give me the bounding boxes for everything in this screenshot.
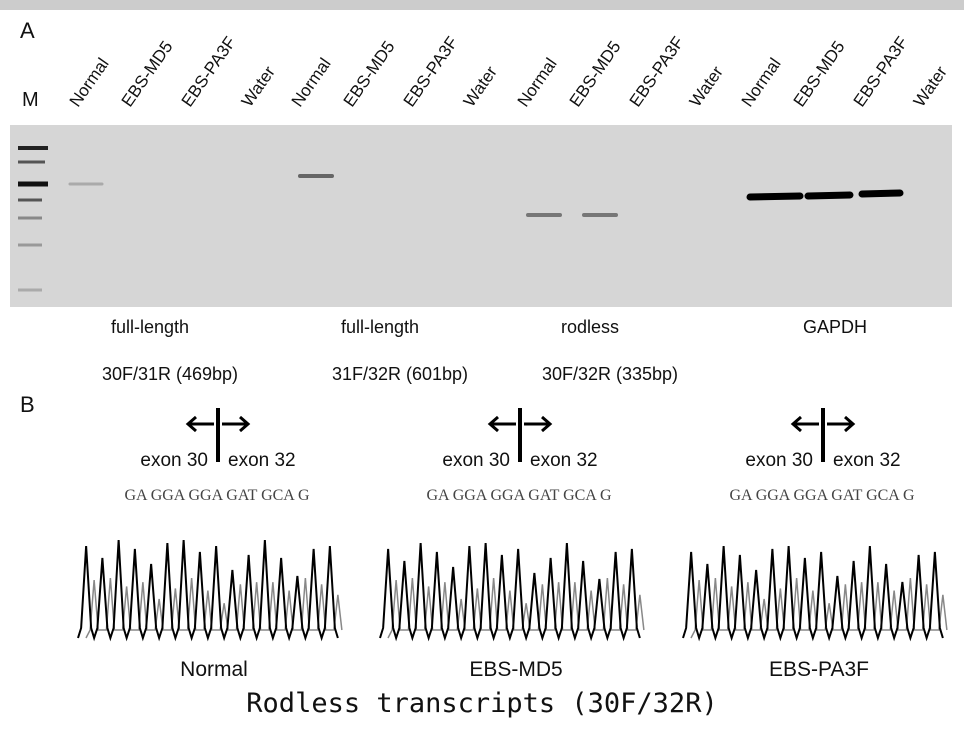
group-name: full-length — [111, 317, 189, 337]
trace-secondary — [690, 577, 948, 639]
arrow-left — [487, 415, 516, 433]
group-name: rodless — [561, 317, 619, 337]
arrow-right — [524, 415, 553, 433]
group-name: full-length — [341, 317, 419, 337]
primer-label: 30F/31R (469bp) — [102, 364, 238, 384]
sample-name: EBS-PA3F — [769, 658, 869, 681]
trace-secondary — [387, 577, 645, 639]
figure-title: Rodless transcripts (30F/32R) — [246, 688, 717, 719]
trace-primary — [379, 542, 641, 642]
marker-label: M — [22, 89, 39, 111]
exon-left: exon 30 — [745, 450, 813, 471]
panel-label: A — [20, 18, 35, 43]
gel — [10, 125, 952, 307]
exon-left: exon 30 — [140, 450, 208, 471]
primer-label: 30F/32R (335bp) — [542, 364, 678, 384]
arrow-left — [790, 415, 819, 433]
sequence: GA GGA GGA GAT GCA G — [426, 487, 612, 504]
arrow-right — [827, 415, 856, 433]
sequence: GA GGA GGA GAT GCA G — [124, 487, 310, 504]
sample-name: Normal — [180, 658, 248, 681]
sequence: GA GGA GGA GAT GCA G — [729, 487, 915, 504]
primer-label: 31F/32R (601bp) — [332, 364, 468, 384]
group-name: GAPDH — [803, 317, 867, 337]
sample-name: EBS-MD5 — [469, 658, 562, 681]
exon-right: exon 32 — [228, 450, 296, 471]
trace-secondary — [85, 577, 343, 639]
panel-label: B — [20, 392, 35, 417]
marker-ladder — [18, 146, 48, 292]
bands — [68, 174, 904, 217]
top-strip — [0, 0, 964, 10]
exon-left: exon 30 — [442, 450, 510, 471]
exon-right: exon 32 — [833, 450, 901, 471]
arrow-left — [185, 415, 214, 433]
trace-primary — [682, 545, 944, 642]
arrow-right — [222, 415, 251, 433]
trace-primary — [77, 539, 339, 642]
exon-right: exon 32 — [530, 450, 598, 471]
